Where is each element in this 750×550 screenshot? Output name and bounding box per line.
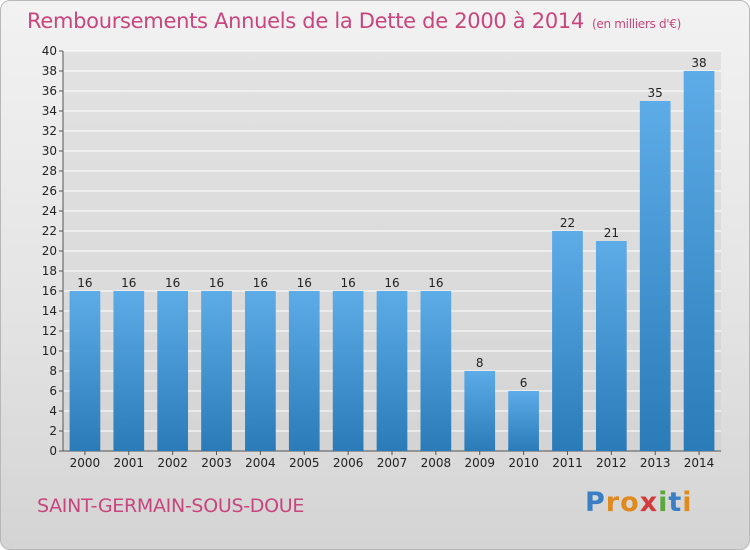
y-tick-label: 26 xyxy=(42,184,57,198)
x-tick-label: 2002 xyxy=(157,456,188,470)
y-tick-label: 12 xyxy=(42,324,57,338)
y-tick-label: 34 xyxy=(42,104,57,118)
bar xyxy=(245,291,276,451)
data-label: 21 xyxy=(604,226,619,240)
y-tick-label: 14 xyxy=(42,304,57,318)
y-tick-label: 6 xyxy=(49,384,57,398)
logo-letter: t xyxy=(668,487,683,518)
bar xyxy=(464,371,496,451)
y-tick-label: 32 xyxy=(42,124,57,138)
bar xyxy=(113,291,145,451)
logo-letter: i xyxy=(682,487,693,518)
y-tick-label: 36 xyxy=(42,84,57,98)
x-tick-label: 2009 xyxy=(464,456,495,470)
y-tick-label: 10 xyxy=(42,344,57,358)
data-label: 16 xyxy=(209,276,224,290)
x-tick-label: 2012 xyxy=(596,456,627,470)
bar xyxy=(376,291,408,451)
y-tick-label: 20 xyxy=(42,244,57,258)
x-tick-label: 2013 xyxy=(640,456,671,470)
bar xyxy=(157,291,189,451)
bar xyxy=(69,291,101,451)
y-tick-label: 24 xyxy=(42,204,57,218)
x-tick-label: 2006 xyxy=(333,456,364,470)
data-label: 38 xyxy=(691,56,706,70)
y-tick-label: 22 xyxy=(42,224,57,238)
data-label: 16 xyxy=(77,276,92,290)
data-label: 16 xyxy=(165,276,180,290)
data-label: 16 xyxy=(384,276,399,290)
data-label: 16 xyxy=(340,276,355,290)
y-tick-label: 38 xyxy=(42,64,57,78)
y-tick-label: 40 xyxy=(42,44,57,58)
bar xyxy=(639,101,671,451)
x-tick-label: 2000 xyxy=(70,456,101,470)
x-tick-label: 2005 xyxy=(289,456,320,470)
bar xyxy=(420,291,452,451)
bar xyxy=(552,231,583,451)
x-tick-label: 2008 xyxy=(421,456,452,470)
logo-letter: o xyxy=(620,487,640,518)
data-label: 8 xyxy=(476,356,484,370)
bar xyxy=(508,391,539,451)
logo-letter: x xyxy=(639,487,659,518)
x-tick-label: 2010 xyxy=(508,456,539,470)
data-label: 16 xyxy=(297,276,312,290)
bar xyxy=(332,291,364,451)
y-tick-label: 16 xyxy=(42,284,57,298)
bar xyxy=(595,241,627,451)
x-tick-label: 2011 xyxy=(552,456,583,470)
logo-letter: i xyxy=(658,487,669,518)
logo-letter: r xyxy=(605,487,621,518)
x-tick-label: 2003 xyxy=(201,456,232,470)
data-label: 16 xyxy=(253,276,268,290)
y-tick-label: 2 xyxy=(49,424,57,438)
bar xyxy=(201,291,232,451)
title-unit: (en milliers d'€) xyxy=(592,17,682,31)
x-tick-label: 2007 xyxy=(377,456,408,470)
x-tick-label: 2001 xyxy=(114,456,145,470)
data-label: 16 xyxy=(121,276,136,290)
proxiti-logo: Proxiti xyxy=(585,487,693,518)
data-label: 22 xyxy=(560,216,575,230)
commune-name: SAINT-GERMAIN-SOUS-DOUE xyxy=(37,495,305,517)
y-tick-label: 4 xyxy=(49,404,57,418)
y-tick-label: 28 xyxy=(42,164,57,178)
data-label: 35 xyxy=(648,86,663,100)
title-main: Remboursements Annuels de la Dette de 20… xyxy=(27,9,584,33)
chart-title: Remboursements Annuels de la Dette de 20… xyxy=(27,9,681,33)
bar xyxy=(288,291,320,451)
y-tick-label: 8 xyxy=(49,364,57,378)
data-label: 16 xyxy=(428,276,443,290)
x-tick-label: 2014 xyxy=(684,456,715,470)
y-tick-label: 0 xyxy=(49,444,57,458)
bar xyxy=(683,71,715,451)
y-tick-label: 18 xyxy=(42,264,57,278)
y-tick-label: 30 xyxy=(42,144,57,158)
data-label: 6 xyxy=(520,376,528,390)
x-tick-label: 2004 xyxy=(245,456,276,470)
logo-letter: P xyxy=(585,487,606,518)
